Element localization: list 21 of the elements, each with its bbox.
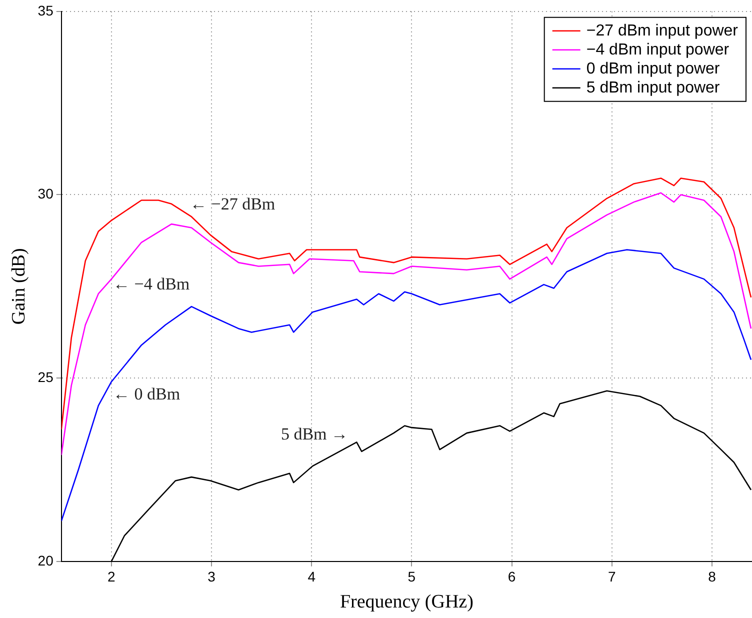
x-tick-label: 5 [408,568,416,585]
y-axis-title: Gain (dB) [8,248,30,325]
x-tick-label: 4 [308,568,316,585]
legend-label: −27 dBm input power [586,22,739,40]
annotation: ← −27 dBm [190,194,276,214]
legend-label: 0 dBm input power [586,60,720,78]
x-tick-label: 7 [608,568,616,585]
x-tick-label: 6 [508,568,516,585]
legend-label: −4 dBm input power [586,41,730,58]
x-tick-label: 3 [208,568,216,585]
x-axis-title: Frequency (GHz) [340,592,474,613]
x-tick-label: 8 [708,568,716,585]
annotation: ← 0 dBm [113,384,180,404]
annotation: ← −4 dBm [113,274,190,294]
y-tick-label: 35 [38,2,54,18]
annotation: 5 dBm → [280,424,348,444]
y-tick-label: 25 [38,368,54,385]
y-tick-label: 20 [38,552,54,568]
x-tick-label: 2 [108,568,116,585]
legend-label: 5 dBm input power [586,79,720,96]
y-tick-label: 30 [38,186,54,202]
